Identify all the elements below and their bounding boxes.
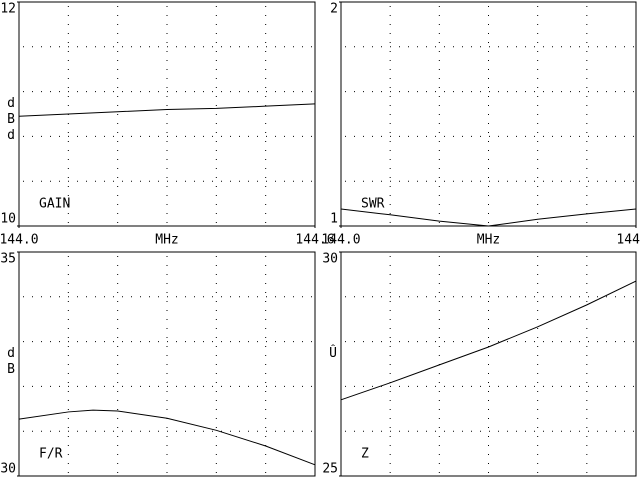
y-axis-label: Û (326, 345, 341, 362)
y-tick-label: 35 (0, 252, 16, 267)
x-tick-label: 144.0 (0, 233, 39, 248)
plot-frame (18, 1, 316, 227)
x-tick-label: 144.0 (321, 233, 360, 248)
panel-title: SWR (361, 197, 385, 212)
y-axis-label: dB (4, 346, 19, 378)
y-tick-label: 30 (322, 252, 338, 267)
plot-frame (18, 251, 316, 477)
x-axis-label: MHz (477, 233, 500, 248)
data-line (18, 409, 316, 466)
y-tick-label: 30 (0, 462, 16, 477)
y-tick-label: 12 (0, 2, 16, 17)
x-tick-label: 144.6 (616, 233, 640, 248)
y-tick-label: 1 (330, 212, 338, 227)
data-line (18, 103, 316, 117)
panel-title: GAIN (39, 197, 70, 212)
y-axis-label: dBd (4, 96, 19, 144)
y-tick-label: 25 (322, 462, 338, 477)
y-tick-label: 10 (0, 212, 16, 227)
y-tick-label: 2 (330, 2, 338, 17)
x-axis-label: MHz (155, 233, 178, 248)
plot-frame (340, 251, 637, 477)
data-line (340, 280, 637, 401)
data-line (340, 208, 637, 227)
x-tick-label: 144.6 (295, 233, 334, 248)
panel-title: F/R (39, 447, 63, 462)
panel-title: Z (361, 447, 369, 462)
